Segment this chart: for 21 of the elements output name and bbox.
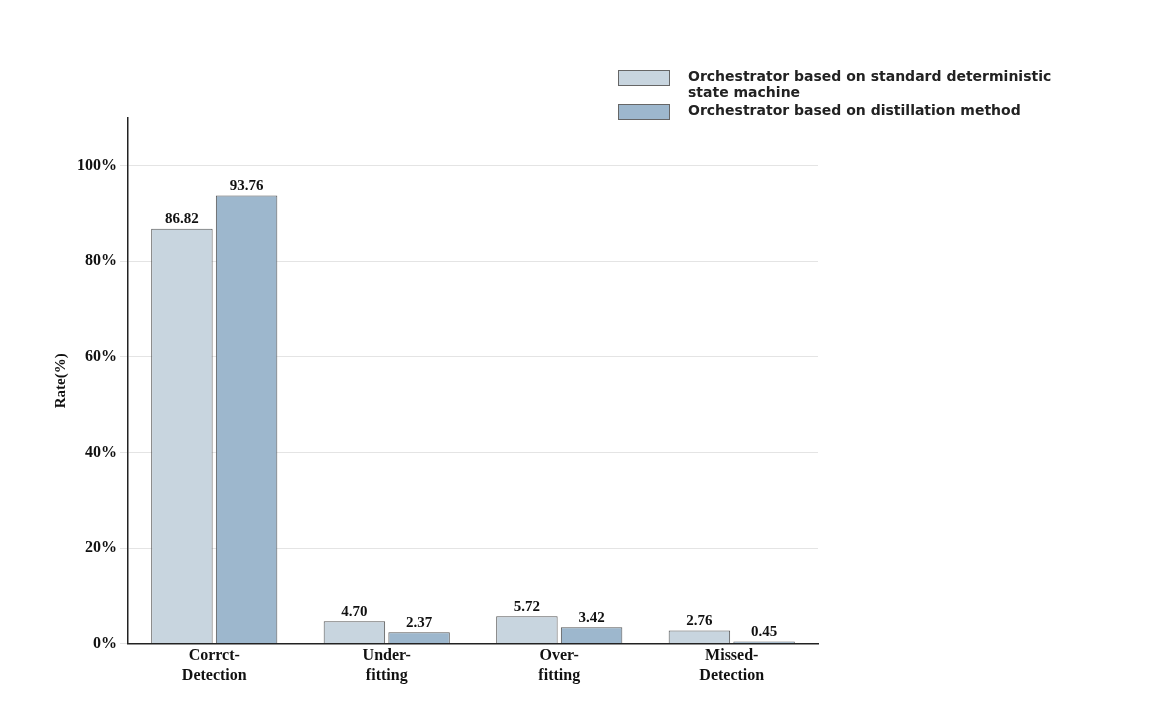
y-tick-label: 40% [85, 442, 117, 460]
data-label: 3.42 [578, 608, 605, 625]
y-tick-label: 20% [85, 538, 117, 556]
data-label: 4.70 [341, 602, 368, 619]
data-label: 2.76 [686, 611, 714, 628]
data-label: 5.72 [513, 597, 541, 614]
data-label: 86.82 [165, 210, 199, 227]
y-tick-label: 60% [85, 347, 117, 365]
y-tick-label: 100% [77, 155, 117, 173]
x-tick-label: Over-fitting [538, 646, 581, 684]
y-tick-label: 0% [93, 633, 117, 651]
y-tick-label: 80% [85, 251, 117, 269]
data-label: 2.37 [405, 613, 433, 630]
legend-label: Orchestrator based on distillation method [688, 102, 1021, 118]
x-tick-label: Corrct-Detection [181, 646, 247, 683]
x-tick-label: Missed-Detection [699, 646, 765, 683]
data-label: 0.45 [750, 622, 778, 639]
legend-label: Orchestrator based on standard deterministic state machine [688, 68, 1053, 100]
data-label: 93.76 [229, 176, 264, 193]
y-axis-title: Rate(%) [51, 353, 69, 409]
x-tick-label: Under-fitting [362, 646, 411, 684]
